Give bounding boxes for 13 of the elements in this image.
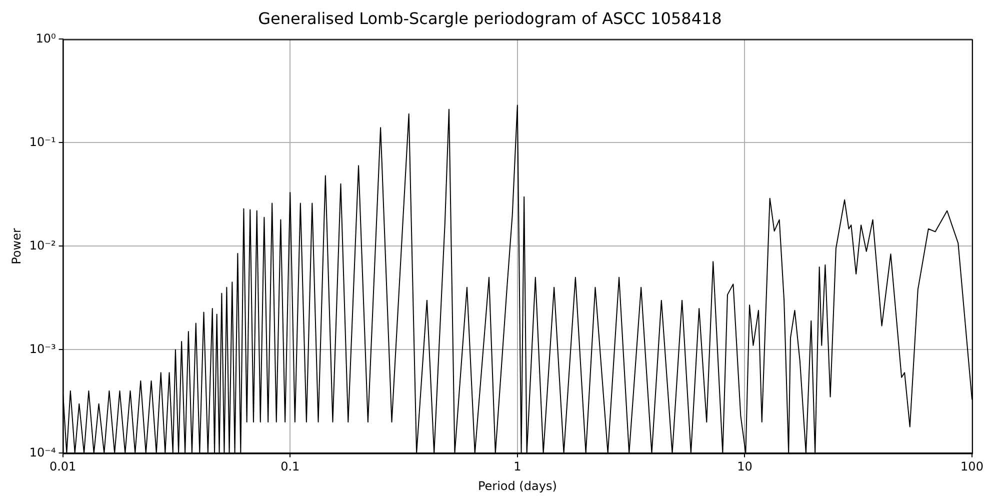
x-tick-label: 10 bbox=[737, 460, 752, 474]
y-tick-label: 10⁻¹ bbox=[29, 134, 56, 149]
x-tick-label: 1 bbox=[514, 460, 522, 474]
x-axis-title: Period (days) bbox=[478, 478, 557, 493]
x-tick-label: 100 bbox=[960, 460, 984, 474]
chart-title: Generalised Lomb-Scargle periodogram of ASCC 1058418 bbox=[258, 8, 722, 28]
x-tick-label: 0.1 bbox=[280, 460, 300, 474]
y-tick-label: 10⁻⁴ bbox=[29, 445, 56, 460]
y-axis-title: Power bbox=[9, 228, 24, 264]
x-tick-label: 0.01 bbox=[49, 460, 76, 474]
y-tick-label: 10⁻³ bbox=[29, 342, 56, 356]
y-tick-label: 10⁰ bbox=[36, 31, 56, 46]
y-tick-label: 10⁻² bbox=[29, 238, 56, 252]
